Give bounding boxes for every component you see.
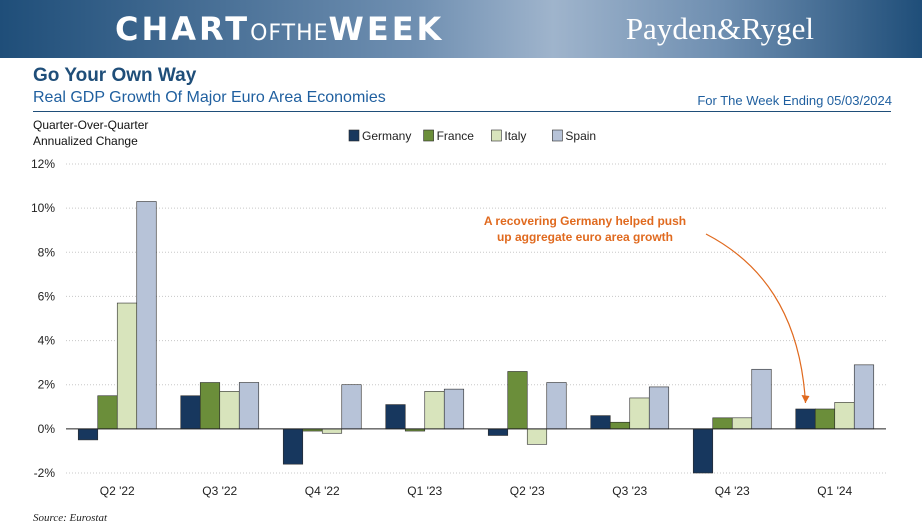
bar-france — [609, 421, 631, 430]
banner-week-word: WEEK — [328, 10, 445, 48]
y-tick-label: 12% — [31, 157, 55, 171]
week-ending-note: For The Week Ending 05/03/2024 — [697, 93, 892, 108]
x-tick-label: Q2 '22 — [100, 484, 135, 498]
x-tick-label: Q3 '22 — [202, 484, 237, 498]
bar-france — [199, 382, 221, 430]
annotation-arrow-head — [801, 394, 810, 403]
bar-france — [507, 371, 528, 430]
source-note: Source: Eurostat — [33, 512, 108, 524]
y-tick-label: -2% — [34, 466, 56, 480]
banner-title: CHARTOFTHEWEEK — [115, 10, 444, 48]
bar-france — [814, 408, 836, 430]
banner-of-the-word: OFTHE — [250, 21, 329, 46]
bar-italy — [219, 391, 240, 430]
bar-spain — [238, 382, 260, 430]
legend-swatch-italy — [491, 129, 502, 142]
legend-swatch-france — [423, 129, 434, 142]
y-tick-label: 0% — [38, 422, 56, 436]
annotation-arrow — [705, 233, 807, 404]
bar-spain — [648, 386, 670, 430]
bar-chart: Quarter-Over-Quarter Annualized Change -2%… — [31, 118, 886, 498]
brand-logo: Payden&Rygel — [625, 11, 814, 46]
bar-italy — [116, 302, 138, 430]
y-tick-label: 6% — [38, 289, 56, 303]
bar-italy — [731, 417, 753, 430]
bar-spain — [853, 364, 875, 430]
bar-spain — [341, 384, 362, 430]
bar-france — [97, 395, 118, 430]
x-tick-label: Q2 '23 — [510, 484, 545, 498]
annotation-text-line: up aggregate euro area growth — [497, 230, 673, 244]
y-axis-label-line: Annualized Change — [33, 134, 138, 148]
legend-label-italy: Italy — [504, 129, 526, 143]
bar-germany — [795, 408, 816, 430]
x-tick-label: Q1 '23 — [407, 484, 442, 498]
y-tick-label: 8% — [38, 245, 56, 259]
chart-of-the-week-banner: CHARTOFTHEWEEK Payden&Rygel — [0, 0, 922, 58]
x-tick-label: Q3 '23 — [612, 484, 647, 498]
x-tick-label: Q4 '22 — [305, 484, 340, 498]
bar-germany — [385, 404, 406, 430]
bar-germany — [282, 428, 304, 465]
legend-swatch-germany — [348, 129, 360, 142]
bar-italy — [834, 402, 855, 430]
x-tick-label: Q4 '23 — [715, 484, 750, 498]
bar-italy — [629, 397, 650, 430]
bar-germany — [180, 395, 201, 430]
header-rule — [33, 111, 891, 112]
legend-swatch-spain — [552, 129, 563, 142]
y-axis-label-line: Quarter-Over-Quarter — [33, 118, 148, 132]
chart-title: Go Your Own Way — [33, 65, 197, 86]
bar-italy — [526, 428, 548, 445]
bar-spain — [136, 201, 157, 430]
bar-germany — [77, 428, 99, 441]
bar-germany — [590, 415, 611, 430]
chart-subtitle: Real GDP Growth Of Major Euro Area Econo… — [33, 89, 386, 106]
y-tick-label: 10% — [31, 201, 55, 215]
bar-spain — [751, 368, 772, 430]
bar-france — [712, 417, 733, 430]
bar-germany — [692, 428, 714, 474]
x-tick-label: Q1 '24 — [817, 484, 852, 498]
bar-spain — [443, 388, 465, 430]
bar-germany — [487, 428, 509, 436]
y-tick-label: 2% — [38, 378, 56, 392]
bar-spain — [546, 382, 567, 430]
annotation-text-line: A recovering Germany helped push — [484, 214, 686, 228]
bar-italy — [321, 428, 343, 434]
legend-label-france: France — [437, 129, 475, 143]
y-tick-label: 4% — [38, 334, 56, 348]
legend-label-spain: Spain — [565, 129, 596, 143]
legend-label-germany: Germany — [362, 129, 411, 143]
bar-italy — [424, 391, 445, 430]
banner-chart-word: CHART — [115, 10, 251, 48]
